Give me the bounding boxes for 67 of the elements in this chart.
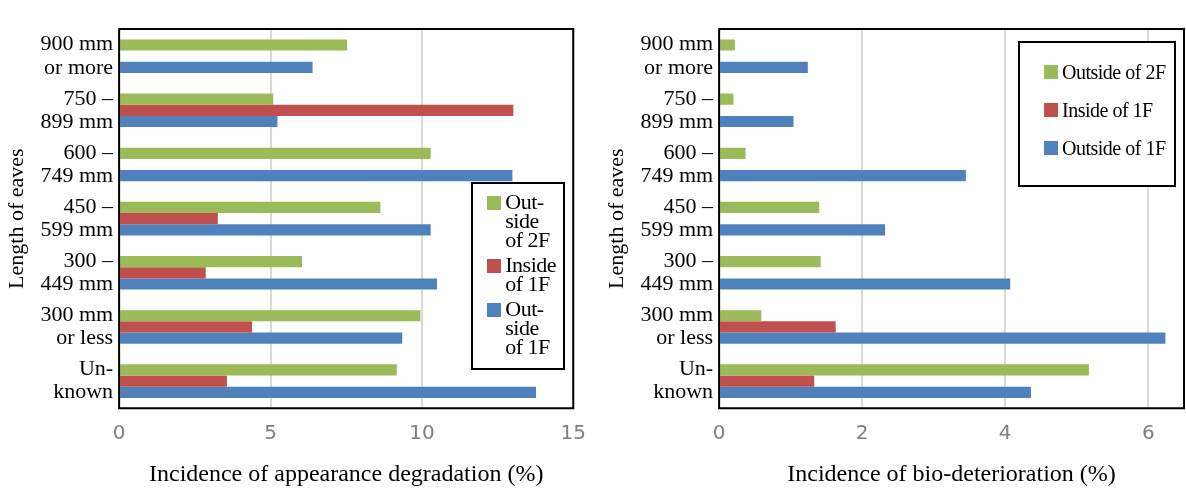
bar — [120, 386, 537, 398]
bar — [120, 364, 397, 376]
legend-label: Outside of 2F — [1062, 61, 1166, 84]
bar — [120, 267, 206, 279]
bar — [120, 147, 431, 159]
bar — [120, 256, 302, 268]
legend-label: Inside of 1F — [505, 252, 557, 297]
legend-label: Outside of 1F — [1062, 137, 1166, 160]
y-tick-label: 600 – 749 mm — [40, 138, 115, 187]
y-tick-label: 450 – 599 mm — [640, 192, 715, 241]
x-tick-label: 15 — [560, 420, 586, 445]
bar — [720, 170, 966, 182]
bar — [120, 170, 513, 182]
x-tick-label: 5 — [264, 420, 277, 445]
bar — [720, 201, 820, 214]
bar — [720, 278, 1011, 290]
y-tick-label: 300 mm or less — [640, 301, 714, 350]
bar — [720, 93, 734, 105]
bar — [720, 256, 821, 268]
bar — [120, 375, 227, 387]
bar — [120, 278, 438, 290]
x-tick-label: 4 — [998, 420, 1012, 445]
bar — [120, 321, 253, 333]
bar — [720, 332, 1166, 344]
bar — [120, 61, 313, 73]
y-tick-label: 750 – 899 mm — [640, 84, 715, 133]
y-tick-label: 450 – 599 mm — [40, 192, 115, 241]
y-tick-label: 600 – 749 mm — [640, 138, 715, 187]
bar — [120, 213, 218, 225]
y-tick-label: 300 – 449 mm — [640, 247, 715, 296]
bar — [120, 115, 278, 128]
y-tick-label: 750 – 899 mm — [40, 84, 115, 133]
y-tick-label: Un- known — [653, 355, 714, 404]
bar — [720, 61, 808, 73]
y-tick-label: 900 mm or more — [640, 30, 714, 79]
bar — [120, 39, 348, 51]
legend-label: Inside of 1F — [1062, 99, 1153, 122]
bar — [720, 310, 762, 322]
y-tick-label: Un- known — [53, 355, 114, 404]
bar — [720, 321, 836, 333]
bar — [720, 386, 1031, 398]
y-tick-label: 300 mm or less — [40, 301, 114, 350]
bar — [120, 224, 431, 236]
bar — [720, 147, 746, 159]
x-tick-label: 6 — [1141, 420, 1155, 445]
y-tick-label: 900 mm or more — [40, 30, 114, 79]
y-axis-title: Length of eaves — [602, 148, 628, 289]
y-tick-label: 300 – 449 mm — [40, 247, 115, 296]
bar — [120, 93, 274, 105]
bar — [720, 375, 815, 387]
bar — [120, 310, 421, 322]
legend-label: Out-side of 1F — [505, 296, 551, 360]
bar — [120, 104, 514, 116]
x-axis-title: Incidence of bio-deterioration (%) — [787, 459, 1116, 486]
x-tick-label: 2 — [855, 420, 869, 445]
bar — [120, 332, 403, 344]
x-axis-title: Incidence of appearance degradation (%) — [148, 459, 544, 486]
bar — [720, 115, 794, 128]
bar — [120, 201, 381, 214]
bar — [720, 224, 886, 236]
bar — [720, 364, 1089, 376]
y-axis-title: Length of eaves — [2, 148, 28, 289]
bar — [720, 39, 735, 51]
x-tick-label: 10 — [409, 420, 435, 445]
x-tick-label: 0 — [712, 420, 726, 445]
x-tick-label: 0 — [112, 420, 126, 445]
legend-label: Out-side of 2F — [505, 189, 551, 253]
